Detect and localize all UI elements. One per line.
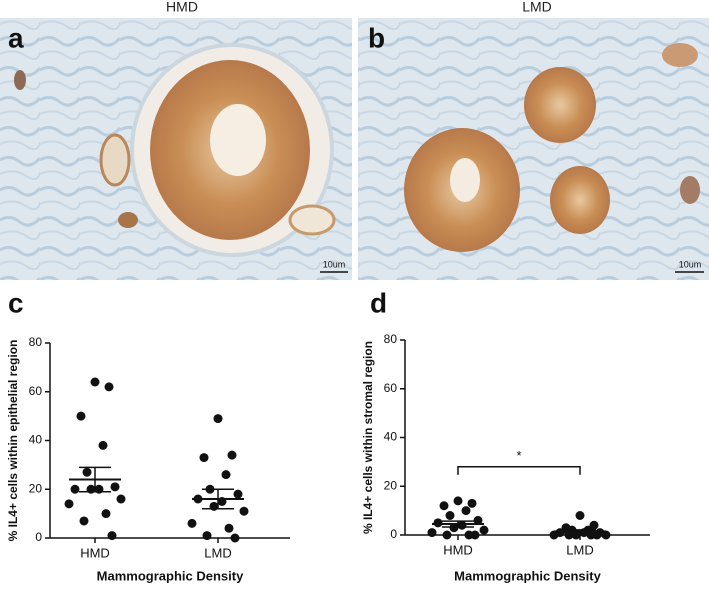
image-label: HMD (166, 0, 198, 15)
data-point (442, 530, 452, 540)
y-tick-label: 20 (29, 481, 43, 495)
data-point (479, 525, 489, 535)
y-tick-label: 60 (384, 381, 398, 395)
data-point (230, 533, 240, 543)
x-tick-label: LMD (204, 545, 231, 560)
data-point (101, 509, 111, 519)
significance-label: * (516, 448, 521, 463)
y-tick-label: 40 (384, 430, 398, 444)
data-point (104, 382, 114, 392)
data-point (90, 377, 100, 387)
data-point (457, 520, 467, 530)
data-point (116, 494, 126, 504)
x-axis-title: Mammographic Density (97, 568, 244, 583)
y-tick-label: 40 (29, 433, 43, 447)
data-point (467, 498, 477, 508)
data-point (233, 489, 243, 499)
data-point (98, 440, 108, 450)
data-point (433, 518, 443, 528)
data-point (461, 506, 471, 516)
y-axis-title: % IL4+ cells within stromal region (361, 341, 375, 534)
y-tick-label: 0 (390, 527, 397, 541)
x-tick-label: HMD (80, 545, 110, 560)
data-point (427, 528, 437, 538)
data-point (202, 531, 212, 541)
data-point (601, 530, 611, 540)
panel-letter: d (370, 287, 387, 318)
significance-bracket (457, 466, 581, 475)
y-axis-title: % IL4+ cells within epithelial region (6, 340, 20, 542)
data-point (445, 511, 455, 520)
data-point (64, 499, 74, 509)
image-label: LMD (522, 0, 552, 15)
x-tick-label: HMD (443, 542, 473, 557)
data-point (224, 523, 234, 533)
data-point (470, 530, 480, 540)
data-point (453, 496, 463, 506)
y-tick-label: 0 (35, 530, 42, 544)
micrograph-b (358, 18, 709, 280)
data-point (575, 511, 585, 520)
micrograph-a (0, 18, 352, 280)
y-tick-label: 20 (384, 478, 398, 492)
data-point (549, 530, 559, 540)
x-axis-title: Mammographic Density (454, 568, 601, 583)
scale-label: 10um (323, 259, 346, 269)
y-tick-label: 80 (29, 335, 43, 349)
scale-label: 10um (679, 259, 702, 269)
data-point (82, 467, 92, 477)
x-tick-label: LMD (566, 542, 593, 557)
data-point (79, 516, 89, 526)
data-point (199, 453, 209, 463)
data-point (239, 506, 249, 516)
data-point (187, 518, 197, 528)
data-point (227, 450, 237, 460)
data-point (221, 470, 231, 480)
data-point (76, 411, 86, 421)
panel-letter: c (8, 287, 24, 318)
y-tick-label: 80 (384, 332, 398, 346)
y-tick-label: 60 (29, 384, 43, 398)
data-point (473, 515, 483, 525)
data-point (439, 501, 449, 511)
data-point (213, 414, 223, 424)
data-point (107, 531, 117, 541)
panel-letter: b (368, 22, 385, 53)
panel-letter: a (8, 22, 24, 53)
data-point (110, 482, 120, 492)
data-point (70, 484, 80, 494)
data-point (589, 520, 599, 530)
